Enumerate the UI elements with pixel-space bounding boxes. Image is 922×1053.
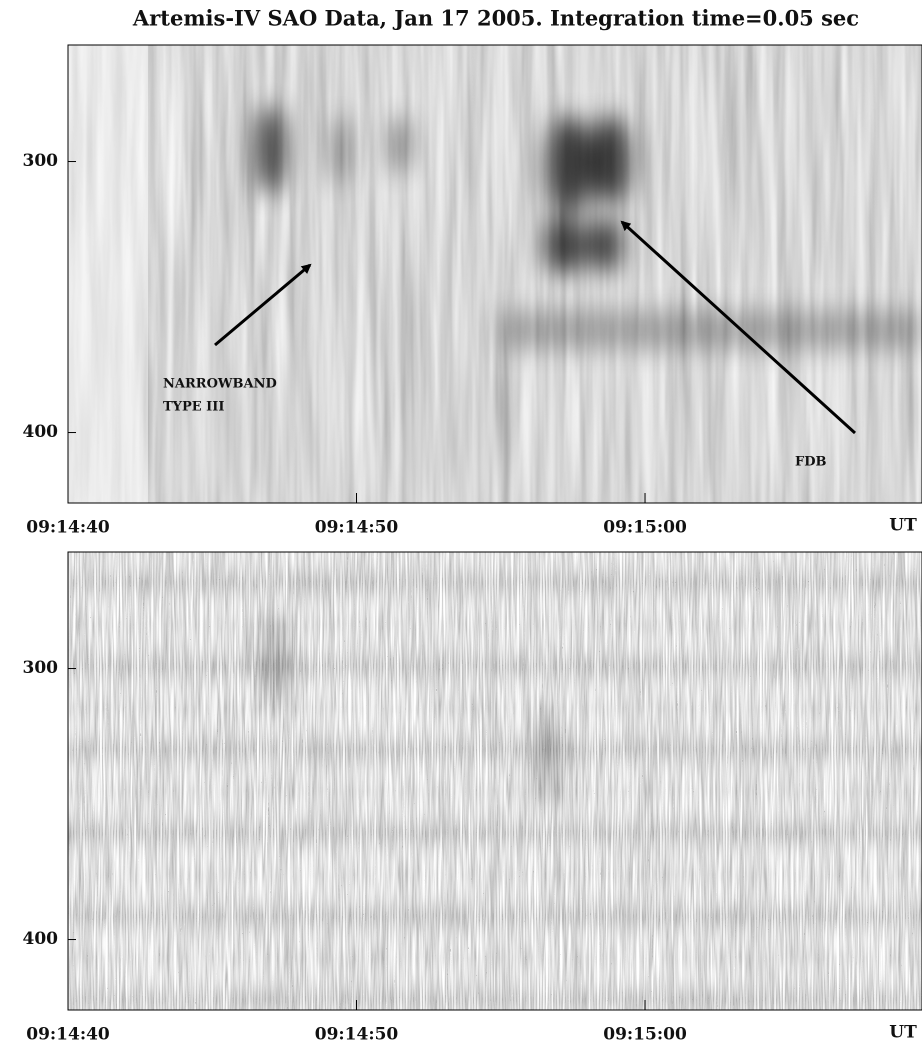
arrow (214, 263, 312, 347)
y-tick-label: 400 (23, 422, 59, 442)
y-tick-label: 300 (23, 658, 59, 678)
spectrogram-image (68, 45, 922, 503)
annotation: NARROWBAND (163, 377, 277, 392)
x-tick-label: 09:15:00 (603, 518, 687, 538)
chart-title: Artemis-IV SAO Data, Jan 17 2005. Integr… (132, 6, 859, 31)
y-tick-label: 400 (23, 929, 59, 949)
plot-frame (67, 44, 922, 504)
y-tick-label: 300 (23, 151, 59, 171)
annotation: TYPE III (163, 400, 224, 415)
x-axis-label: UT (889, 1023, 917, 1043)
x-tick-label: 09:14:50 (315, 518, 399, 538)
arrow (620, 220, 857, 435)
x-tick-label: 09:15:00 (603, 1025, 687, 1045)
x-tick-label: 09:14:50 (315, 1025, 399, 1045)
x-axis-label: UT (889, 516, 917, 536)
annotation: FDB (795, 455, 827, 470)
x-tick-label: 09:14:40 (26, 1025, 110, 1045)
differential-image (68, 552, 922, 1010)
x-tick-label: 09:14:40 (26, 518, 110, 538)
plot-frame (67, 551, 922, 1011)
